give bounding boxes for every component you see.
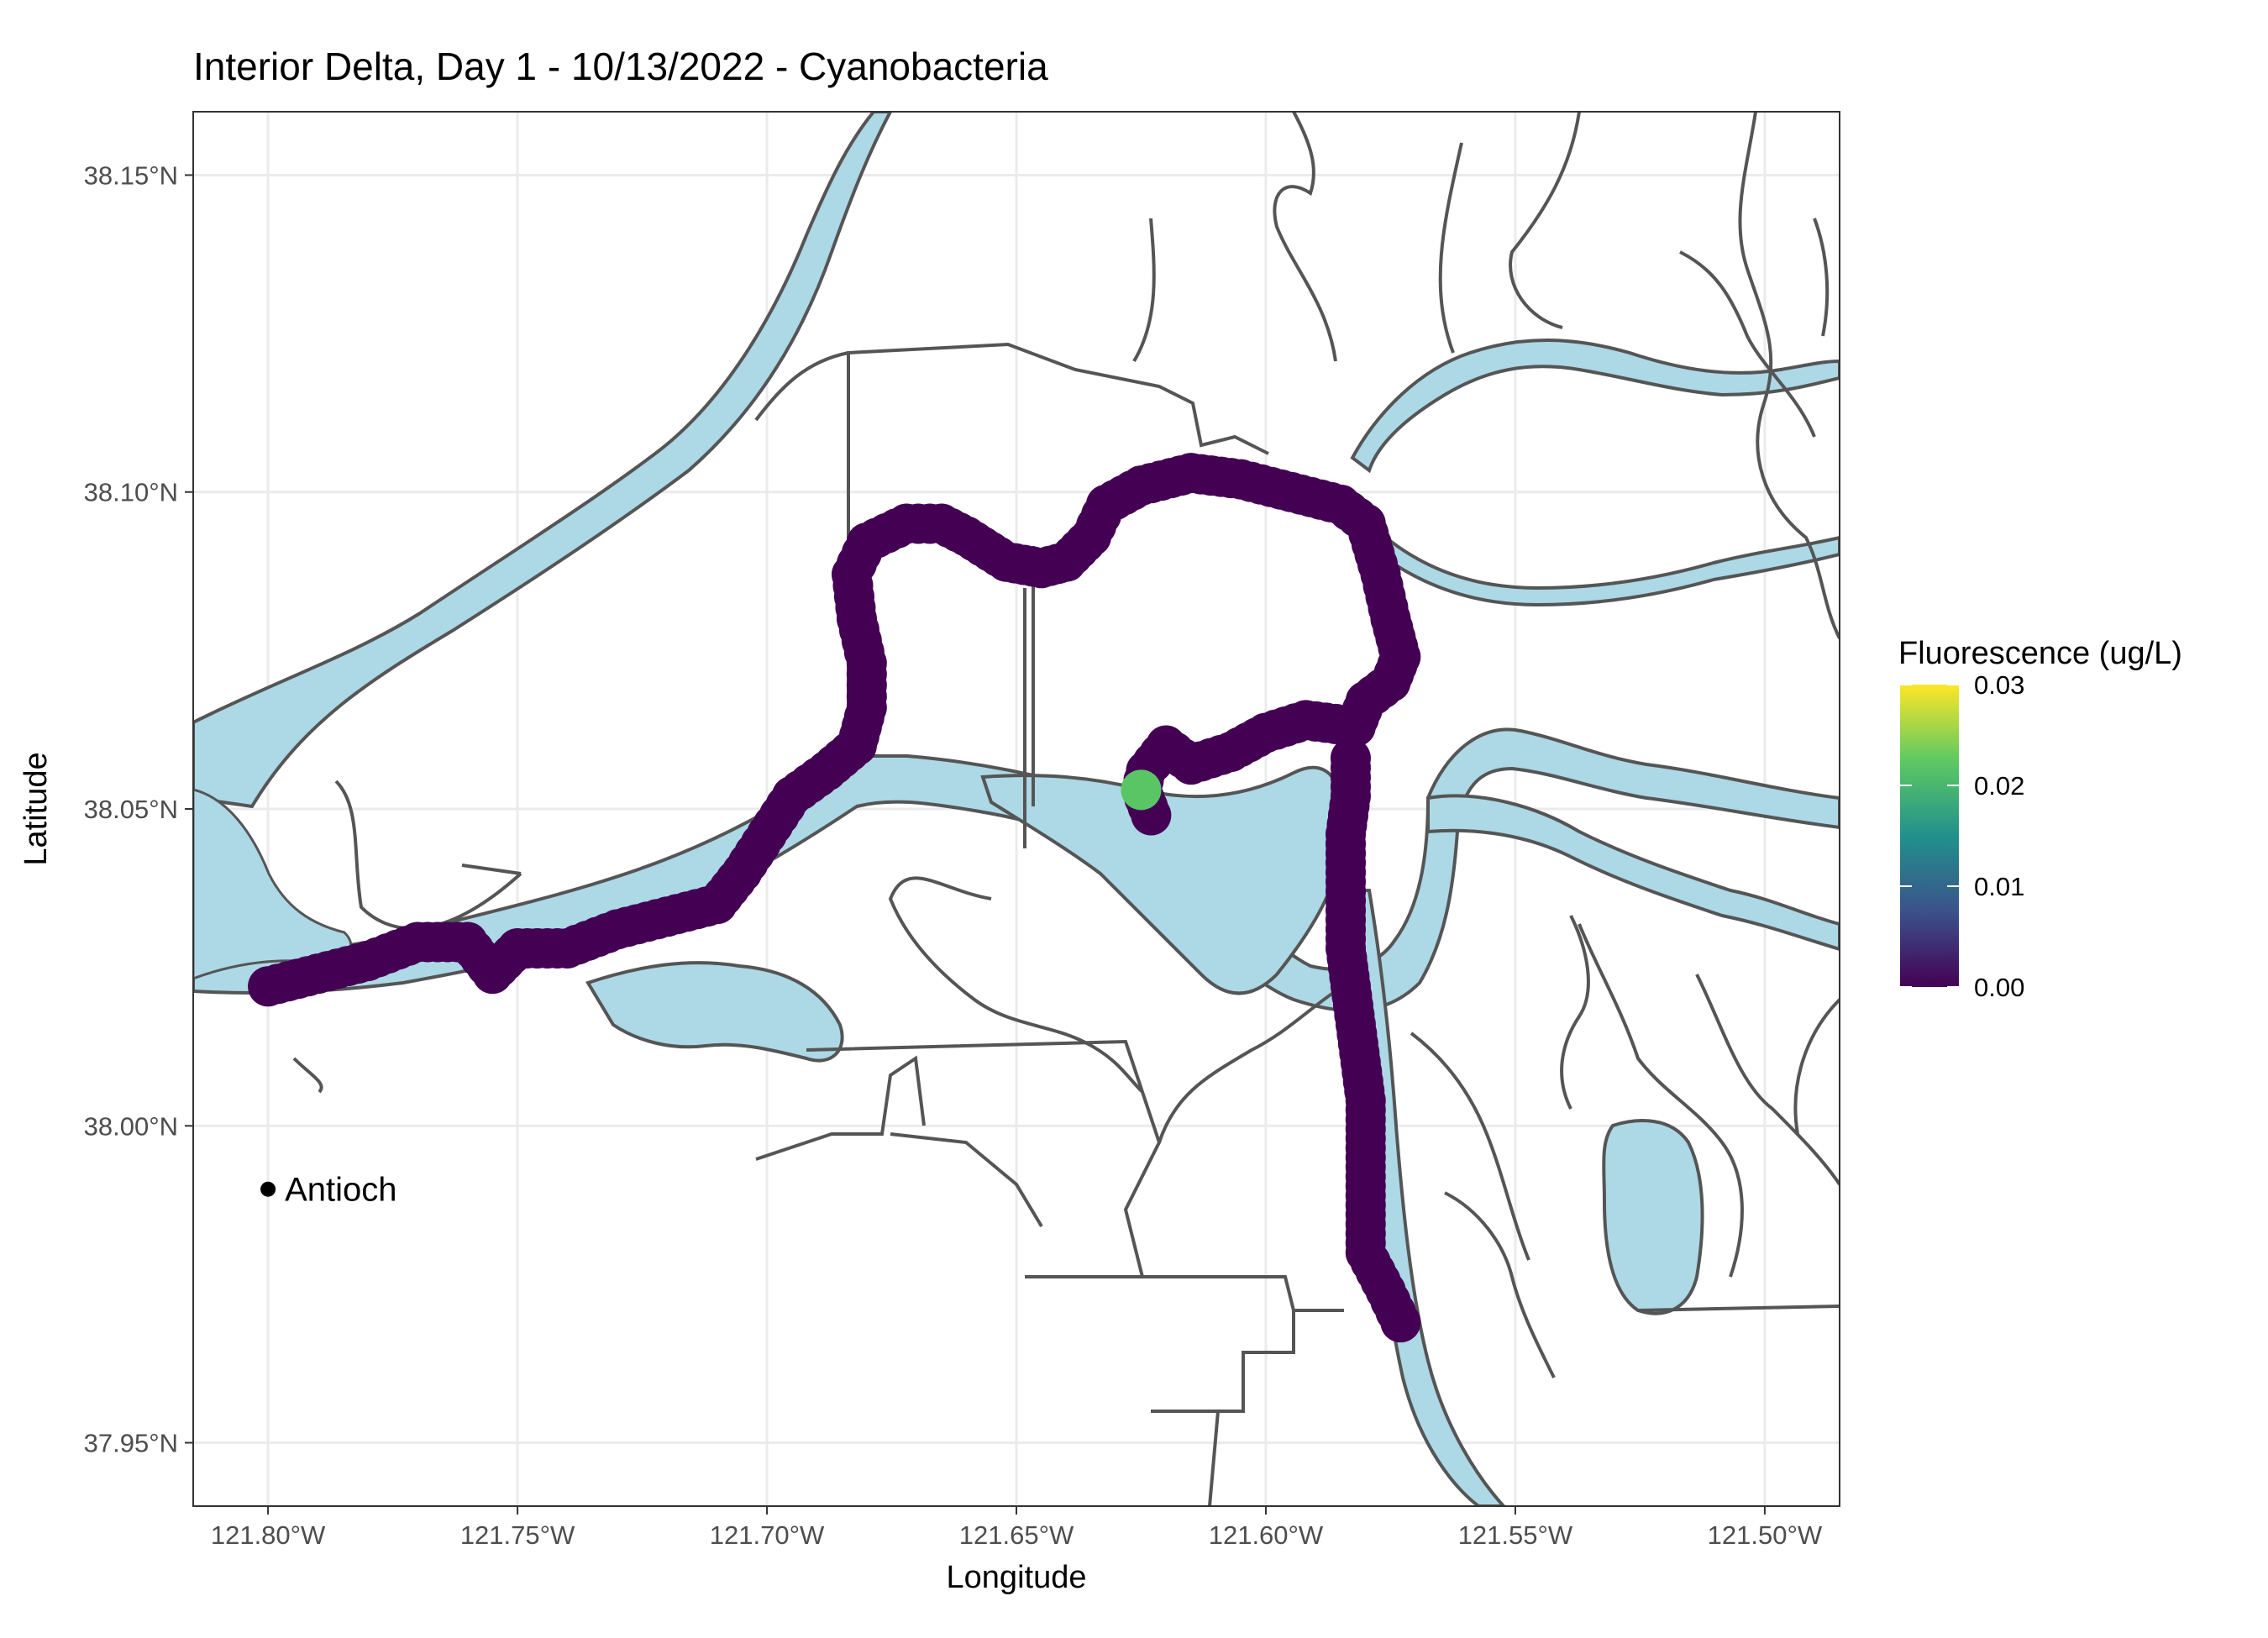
legend: Fluorescence (ug/L) 0.03 0.02 0.01 0.00 [1898, 636, 2182, 1002]
legend-label: 0.02 [1974, 771, 2024, 801]
x-axis: 121.80°W 121.75°W 121.70°W 121.65°W 121.60°W… [211, 1506, 1823, 1550]
track-point [1380, 1302, 1421, 1343]
water-southern-bays [585, 961, 844, 1063]
y-tick-label: 38.00°N [84, 1111, 178, 1141]
legend-label: 0.01 [1974, 872, 2024, 901]
x-tick-label: 121.80°W [211, 1520, 326, 1550]
y-tick-label: 37.95°N [84, 1429, 178, 1458]
basemap [193, 112, 1840, 1506]
y-tick-label: 38.15°N [84, 160, 178, 190]
legend-ticks: 0.03 0.02 0.01 0.00 [1900, 670, 2024, 1002]
x-axis-title: Longitude [947, 1560, 1087, 1595]
city-dot [260, 1181, 276, 1197]
legend-label: 0.00 [1974, 973, 2024, 1002]
city-marker-antioch: Antioch [260, 1172, 397, 1209]
x-tick-label: 121.75°W [460, 1520, 575, 1550]
x-tick-label: 121.70°W [710, 1520, 825, 1550]
levee-lines [292, 112, 1840, 1506]
y-axis: 37.95°N 38.00°N 38.05°N 38.10°N 38.15°N [84, 160, 193, 1458]
water-eastern-channel [1602, 1119, 1704, 1315]
x-tick-label: 121.55°W [1458, 1520, 1573, 1550]
legend-title: Fluorescence (ug/L) [1898, 636, 2182, 671]
water-northeast-rivers [1350, 339, 1840, 474]
y-tick-label: 38.05°N [84, 795, 178, 824]
water-northeast-channel [1384, 533, 1840, 607]
city-label: Antioch [285, 1172, 396, 1209]
x-tick-label: 121.60°W [1209, 1520, 1324, 1550]
legend-colorbar [1900, 685, 1959, 987]
y-tick-label: 38.10°N [84, 478, 178, 507]
chart-title: Interior Delta, Day 1 - 10/13/2022 - Cya… [193, 45, 1048, 88]
y-axis-title: Latitude [18, 752, 54, 865]
track-points [248, 453, 1421, 1343]
x-tick-label: 121.65°W [959, 1520, 1074, 1550]
track-point-high [1121, 769, 1162, 811]
legend-label: 0.03 [1974, 670, 2024, 700]
western-shoreline [193, 788, 353, 980]
x-tick-label: 121.50°W [1708, 1520, 1823, 1550]
water-sacramento-river [193, 112, 893, 809]
